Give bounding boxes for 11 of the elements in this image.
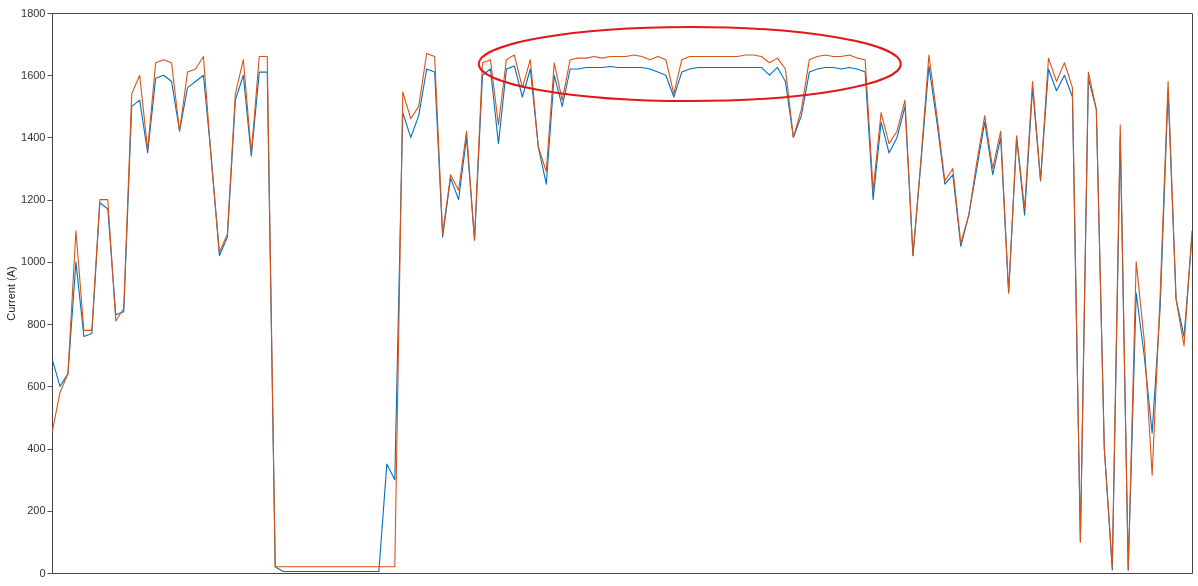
y-tick-label: 1000 [21, 255, 46, 268]
y-axis-title: Current (A) [5, 266, 18, 321]
y-tick-label: 800 [27, 317, 46, 330]
y-tick-label: 1400 [21, 130, 46, 143]
y-tick-label: 0 [39, 566, 46, 579]
y-tick-label: 1800 [21, 6, 46, 19]
y-tick-label: 1600 [21, 68, 46, 81]
y-tick-label: 1200 [21, 193, 46, 206]
y-tick-label: 200 [27, 504, 46, 517]
y-tick-label: 400 [27, 442, 46, 455]
y-tick-label: 600 [27, 379, 46, 392]
